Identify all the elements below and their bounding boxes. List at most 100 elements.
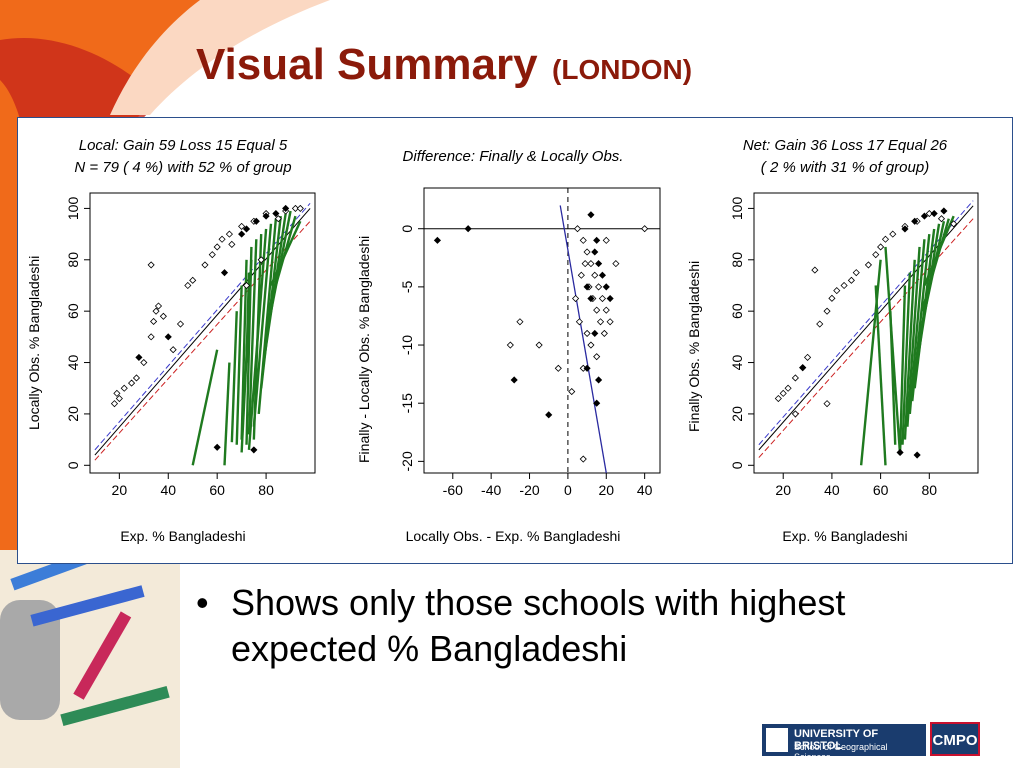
data-point-filled: [220, 269, 229, 277]
data-point-open: [641, 225, 649, 233]
chart-title-line1: Difference: Finally & Locally Obs.: [402, 148, 624, 165]
data-point-open: [602, 236, 610, 244]
data-point-open: [937, 215, 946, 223]
data-point-filled: [164, 333, 172, 341]
data-point-open: [132, 374, 141, 382]
data-point-filled: [930, 209, 938, 218]
data-point-open: [602, 306, 610, 314]
data-point-filled: [510, 376, 518, 384]
data-point-open: [864, 261, 873, 269]
data-point-open: [852, 269, 860, 277]
data-point-filled: [262, 212, 270, 220]
chart-plot: 20 40 60 80 0 20 40 60 80 100: [729, 192, 979, 498]
y-tick-label: -10: [399, 335, 415, 355]
data-point-open: [791, 374, 799, 382]
data-point-open: [115, 394, 123, 403]
data-point-open: [201, 261, 209, 269]
data-point-open: [583, 329, 591, 337]
y-tick-label: 20: [65, 406, 81, 422]
data-point-open: [606, 318, 614, 326]
data-point-open: [579, 455, 587, 463]
data-point-filled: [901, 225, 909, 233]
data-point-open: [120, 384, 128, 392]
chart-difference: Difference: Finally & Locally Obs. -60 -4…: [348, 118, 678, 563]
move-line: [908, 239, 926, 415]
x-tick-label: -20: [519, 482, 539, 498]
data-point-open: [581, 260, 589, 268]
data-point-open: [291, 204, 300, 212]
data-point-filled: [591, 248, 599, 256]
data-point-filled: [595, 260, 603, 268]
bristol-school: School of Geographical Sciences: [794, 742, 888, 762]
move-line: [923, 215, 955, 286]
data-point-open: [257, 256, 265, 264]
data-point-filled: [606, 294, 614, 303]
data-point-open: [228, 240, 236, 248]
data-point-filled: [464, 225, 472, 233]
data-point-open: [823, 400, 831, 408]
data-point-filled: [583, 364, 591, 372]
y-tick-label: 80: [729, 252, 745, 268]
data-point-open: [208, 251, 216, 259]
y-tick-label: 60: [729, 303, 745, 319]
data-point-open: [140, 358, 148, 367]
data-point-open: [176, 320, 185, 328]
data-point-open: [774, 394, 782, 403]
data-point-filled: [238, 230, 246, 238]
data-point-filled: [593, 236, 601, 244]
y-tick-label: -15: [399, 393, 415, 413]
data-point-open: [147, 261, 155, 269]
data-point-filled: [433, 236, 441, 244]
x-tick-label: 20: [598, 482, 614, 498]
move-line: [859, 259, 882, 466]
x-axis-label: Exp. % Bangladeshi: [120, 528, 246, 544]
move-line: [223, 362, 231, 466]
data-point-open: [128, 379, 136, 387]
x-tick-label: 60: [873, 482, 889, 498]
data-point-open: [803, 353, 812, 361]
data-point-filled: [250, 446, 258, 454]
move-line: [240, 259, 253, 453]
data-point-open: [579, 236, 587, 244]
data-point-open: [535, 341, 543, 349]
x-tick-label: -40: [481, 482, 501, 498]
data-point-open: [575, 318, 583, 326]
chart-net: Net: Gain 36 Loss 17 Equal 26 ( 2 % with…: [678, 118, 1012, 563]
data-point-open: [612, 260, 620, 268]
data-point-open: [568, 388, 576, 396]
data-point-filled: [598, 271, 607, 279]
data-point-open: [189, 276, 197, 284]
move-line: [247, 239, 258, 435]
data-point-open: [587, 341, 595, 349]
data-point-open: [587, 260, 595, 268]
data-point-filled: [896, 448, 904, 457]
y-tick-label: 0: [65, 461, 81, 469]
data-point-filled: [591, 329, 599, 337]
data-point-filled: [282, 204, 290, 212]
plot-frame: [89, 192, 316, 474]
data-point-open: [154, 302, 163, 310]
data-point-open: [593, 306, 601, 314]
data-point-open: [184, 281, 192, 290]
data-point-open: [881, 235, 890, 243]
data-point-filled: [135, 353, 143, 361]
chart-title-line2: ( 2 % with 31 % of group): [760, 159, 930, 176]
move-line: [903, 259, 916, 440]
x-axis-label: Locally Obs. - Exp. % Bangladeshi: [405, 528, 621, 544]
data-point-open: [889, 230, 897, 238]
data-point-filled: [911, 217, 919, 225]
data-point-open: [596, 318, 605, 326]
data-point-open: [600, 329, 608, 337]
plot-frame: [423, 187, 661, 474]
y-tick-label: 60: [65, 303, 81, 319]
data-point-open: [113, 389, 121, 397]
chart-title-line2: N = 79 ( 4 %) with 52 % of group: [74, 159, 292, 176]
data-point-filled: [587, 211, 595, 219]
data-point-open: [791, 410, 799, 418]
data-point-open: [598, 294, 607, 303]
bristol-name: UNIVERSITY OF BRISTOL: [794, 728, 879, 752]
x-tick-label: 60: [209, 482, 225, 498]
move-line: [240, 259, 248, 440]
x-tick-label: 40: [824, 482, 840, 498]
x-axis-label: Exp. % Bangladeshi: [782, 528, 908, 544]
